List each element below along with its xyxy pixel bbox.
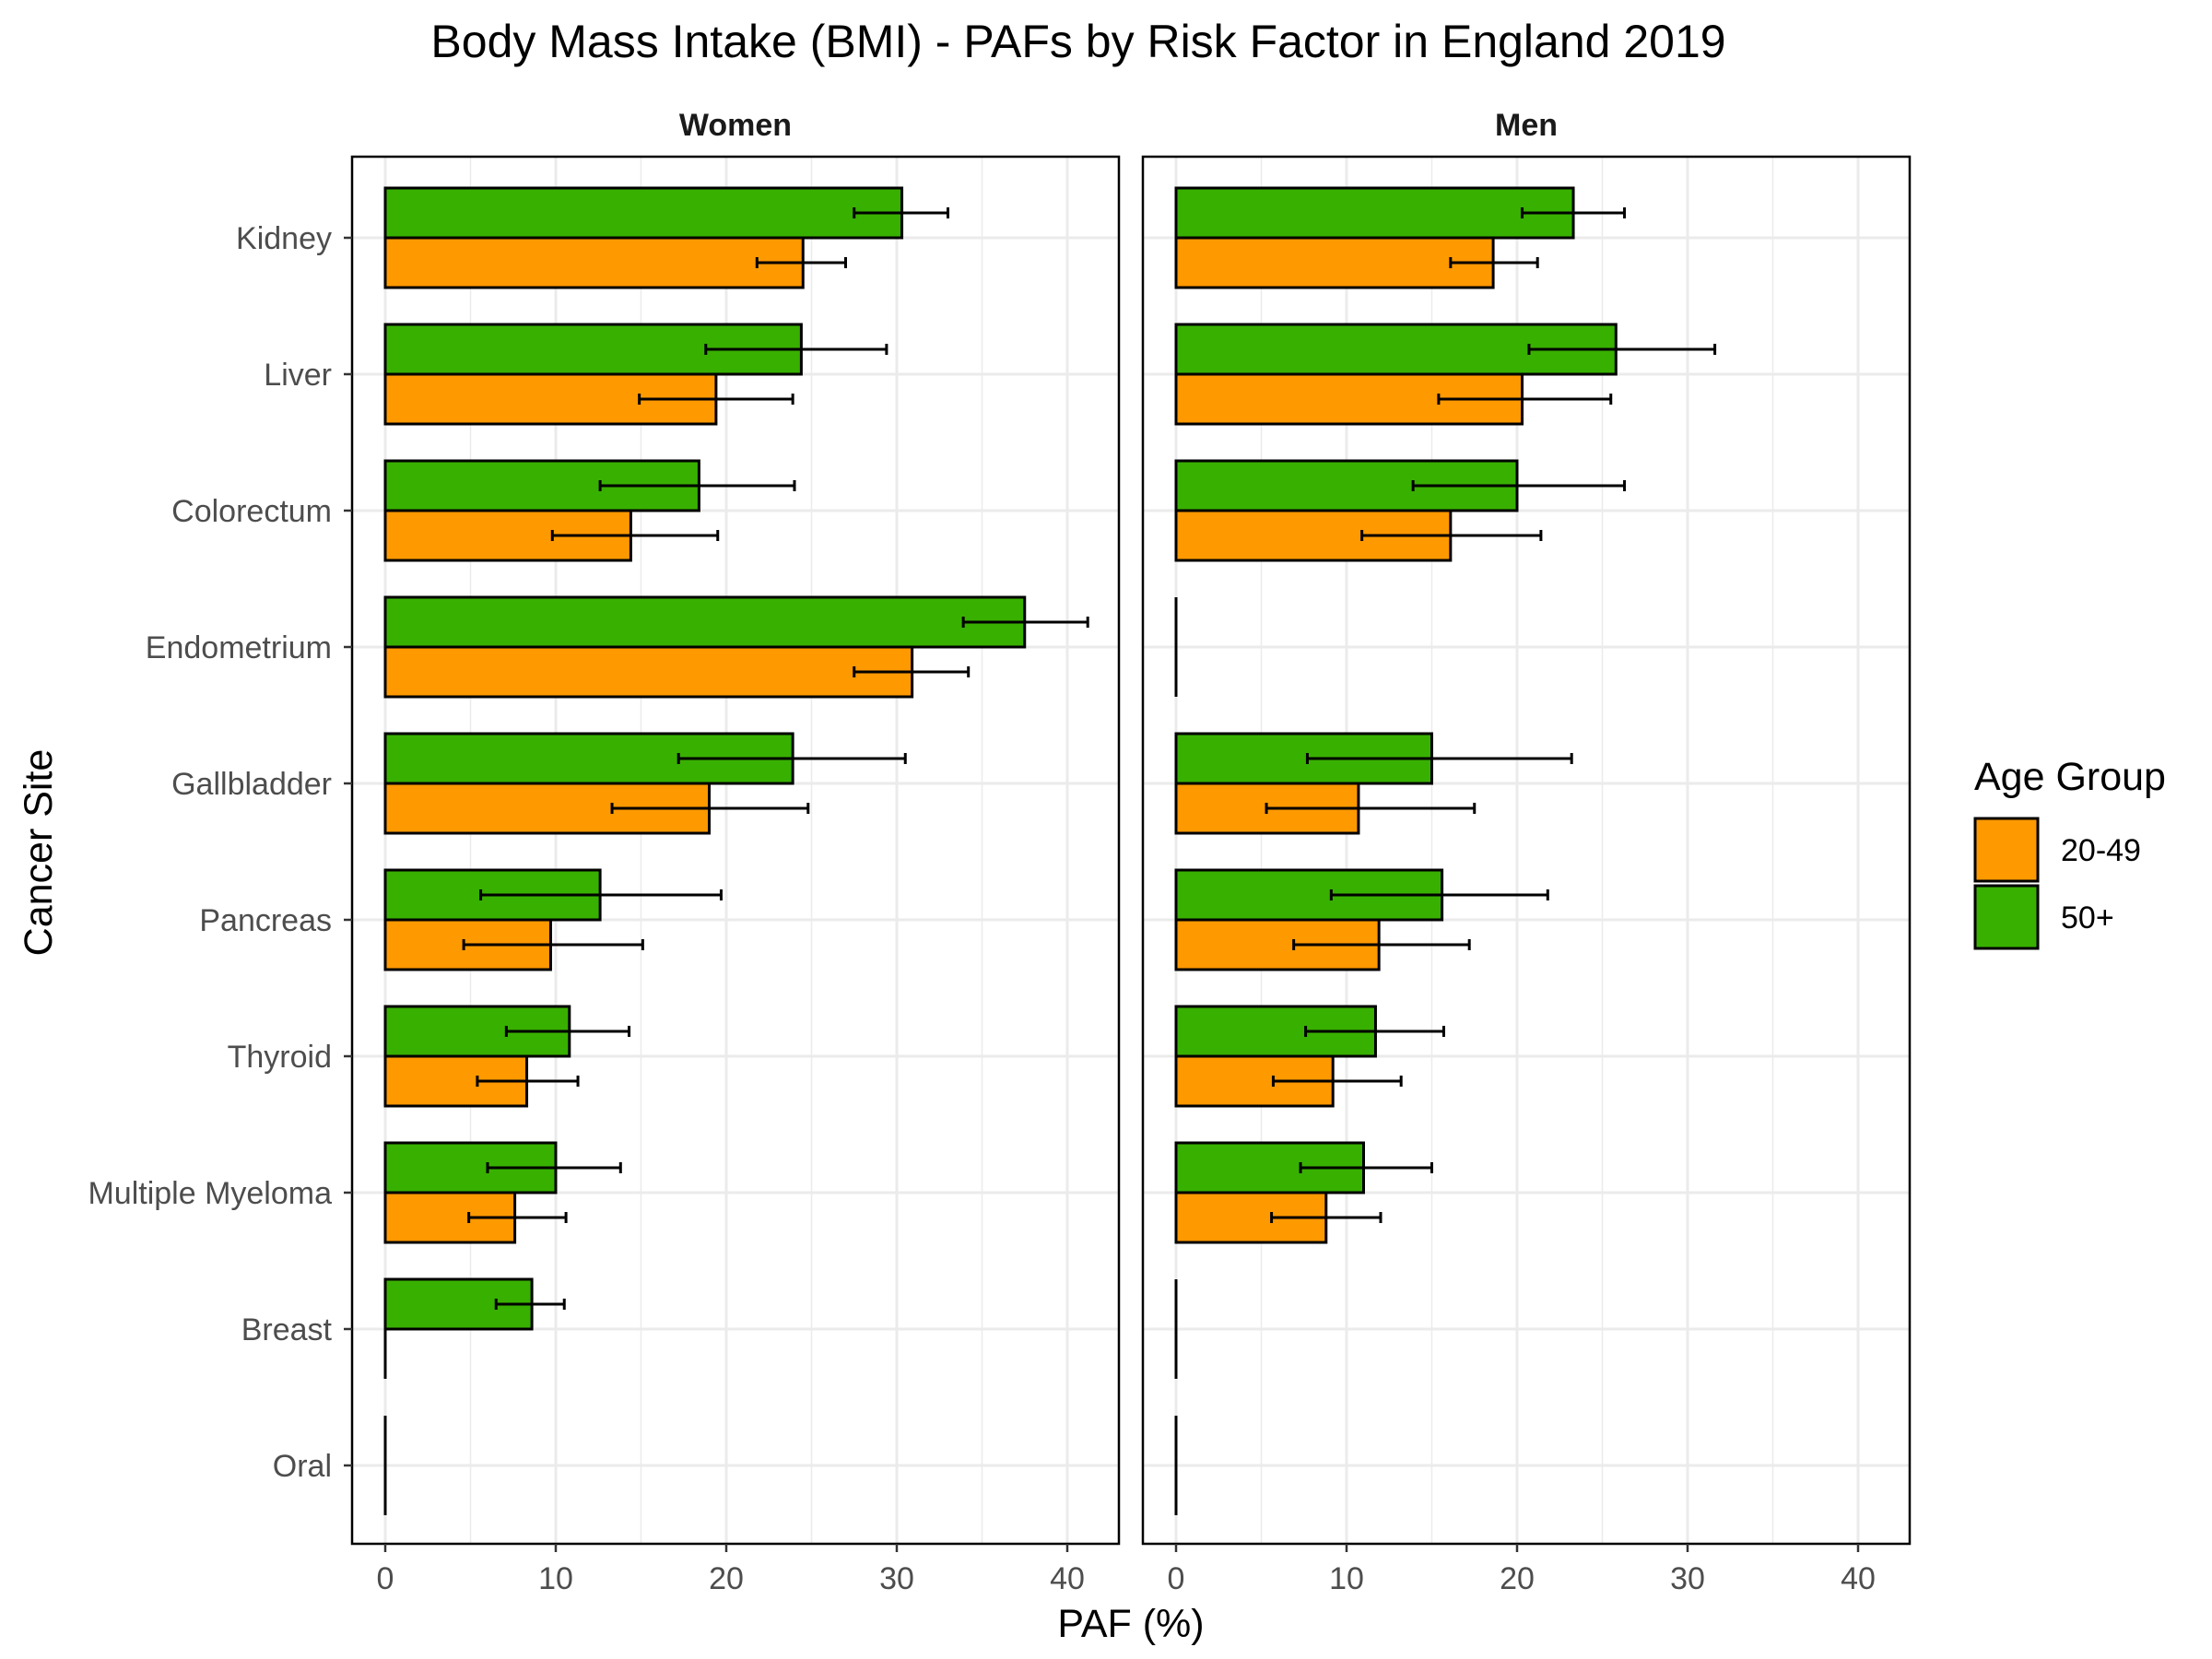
y-tick-label: Thyroid [228,1040,332,1075]
panels: Women 0 10 20 30 40 Men 0 10 20 30 40 [350,108,1912,1596]
y-tick-label: Liver [264,358,332,393]
bar [383,186,904,240]
legend-label: 20-49 [2061,833,2141,868]
panel-strip-label: Women [679,108,792,143]
bar [383,236,805,289]
legend: Age Group 20-49 50+ [1973,755,2166,950]
x-tick-label: 10 [1329,1561,1364,1596]
y-tick-label: Gallbladder [171,767,332,802]
x-tick-label: 0 [1168,1561,1185,1596]
panel-border [1141,155,1912,1546]
legend-label: 50+ [2061,900,2114,935]
bars [1174,186,1618,1515]
chart-title: Body Mass Intake (BMI) - PAFs by Risk Fa… [430,16,1725,67]
x-tick-label: 0 [377,1561,394,1596]
x-tick-label: 10 [538,1561,573,1596]
legend-swatch [1973,884,2040,950]
panel-border [350,155,1121,1546]
bar [383,645,914,699]
y-tick-label: Breast [241,1312,333,1347]
x-tick-label: 30 [1670,1561,1705,1596]
x-tick-label: 30 [879,1561,914,1596]
y-tick-label: Kidney [236,221,332,256]
y-tick-label: Pancreas [199,903,332,938]
x-ticks: 0 10 20 30 40 [377,1544,1085,1596]
y-tick-labels: Kidney Liver Colorectum Endometrium Gallblad… [88,221,352,1484]
bar [383,595,1027,649]
x-tick-label: 20 [1500,1561,1535,1596]
legend-title: Age Group [1974,755,2166,799]
panel-women: Women 0 10 20 30 40 [350,108,1121,1596]
legend-swatch [1973,817,2040,883]
x-axis-title: PAF (%) [1057,1602,1204,1646]
panel-strip-label: Men [1495,108,1558,143]
y-tick-label: Oral [273,1449,332,1484]
error-bars [1265,207,1717,1223]
panel-men: Men 0 10 20 30 40 [1141,108,1912,1596]
bar [383,509,632,562]
x-ticks: 0 10 20 30 40 [1168,1544,1876,1596]
y-tick-label: Colorectum [171,494,332,529]
x-tick-label: 40 [1841,1561,1876,1596]
bars [383,186,1027,1515]
y-tick-label: Multiple Myeloma [88,1176,332,1211]
y-tick-label: Endometrium [146,630,332,665]
error-bars [462,207,1089,1310]
bar [1174,186,1575,240]
y-axis-title: Cancer Site [17,749,61,957]
bar [1174,236,1495,289]
x-tick-label: 20 [709,1561,744,1596]
x-tick-label: 40 [1050,1561,1085,1596]
